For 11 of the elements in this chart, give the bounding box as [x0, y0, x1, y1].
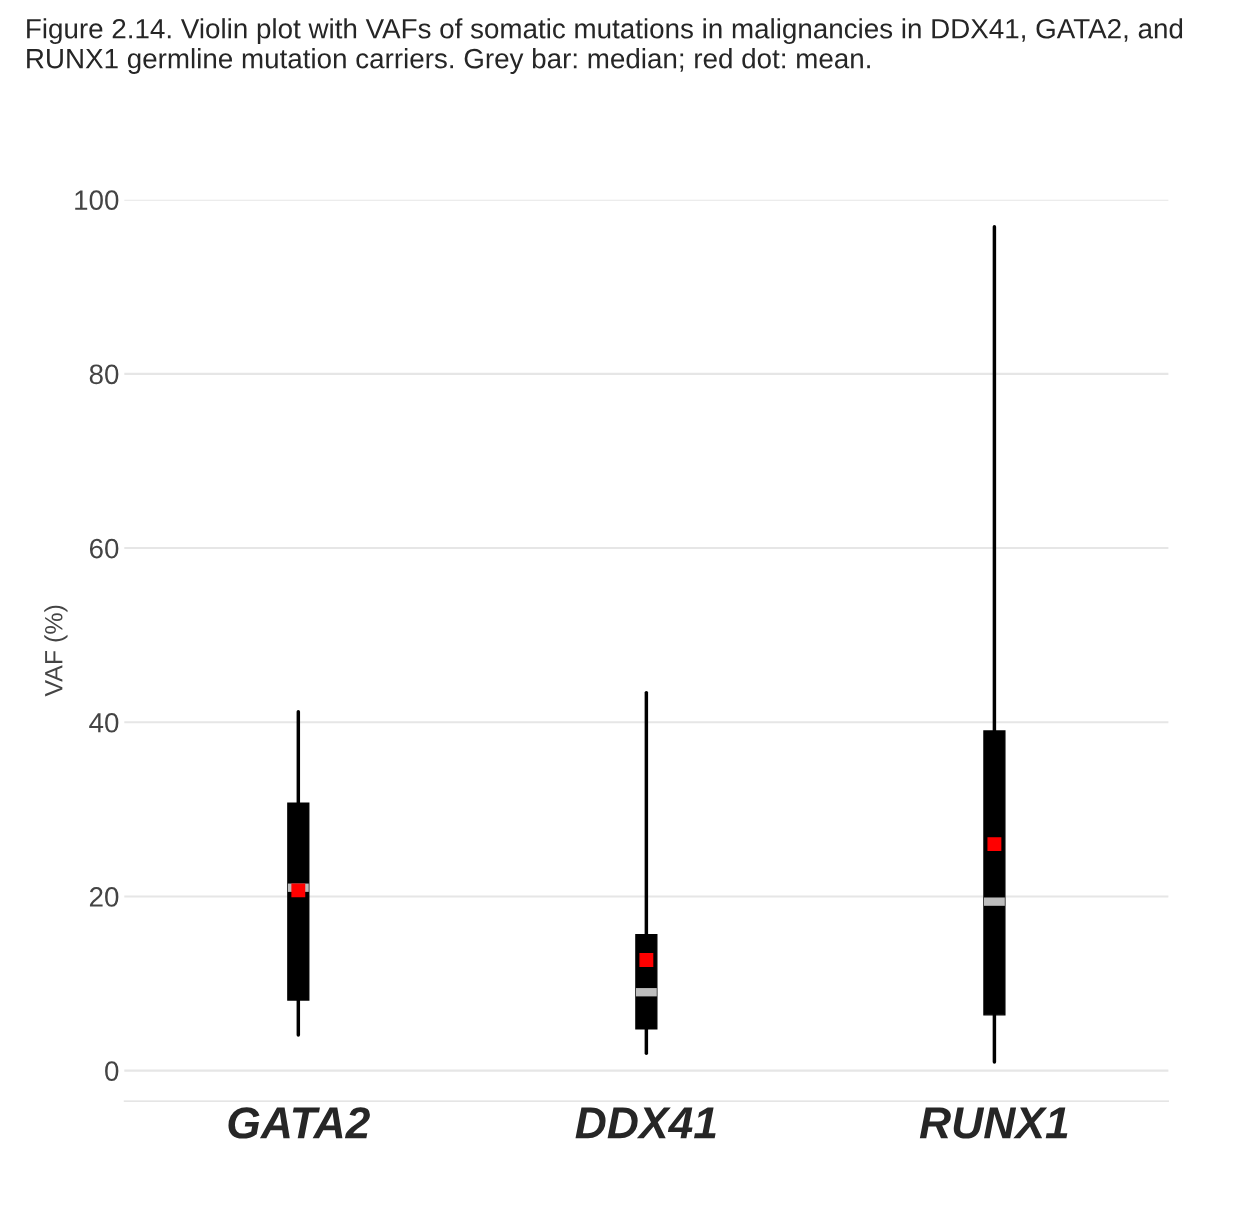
y-tick-label: 100	[75, 190, 119, 210]
x-tick-label: DDX41	[575, 1107, 716, 1139]
x-tick-label: RUNX1	[919, 1107, 1068, 1139]
chart-title: Figure 2.14. Violin plot with VAFs of somatic mutations in malignancies in DDX41, GATA2, and RUNX1 germline mutation carriers. Grey bar: median; red dot: mean.	[27, 18, 1183, 74]
y-tick-label: 0	[105, 1061, 119, 1081]
y-axis-title: VAF (%)	[44, 605, 68, 697]
y-tick-label: 60	[89, 538, 119, 559]
x-tick-label: GATA2	[228, 1107, 370, 1139]
y-tick-label: 20	[89, 887, 119, 907]
y-tick-label: 40	[89, 712, 119, 733]
y-tick-label: 80	[89, 364, 119, 385]
